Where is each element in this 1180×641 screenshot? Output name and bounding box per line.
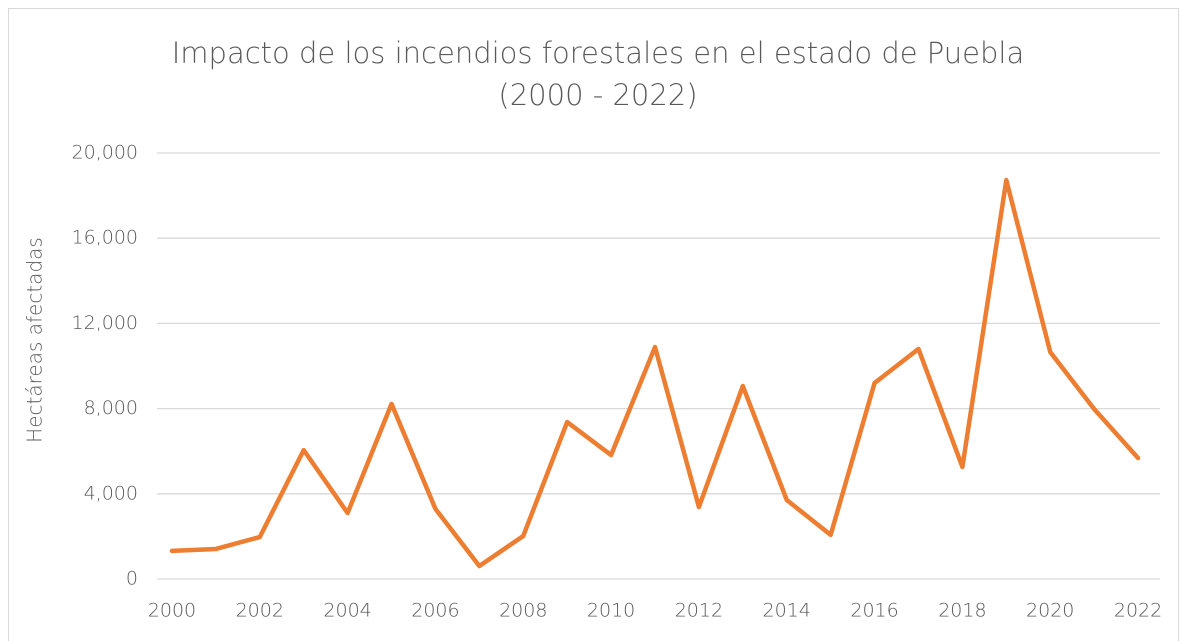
y-tick-label: 20,000 xyxy=(72,142,138,164)
y-axis-label: Hectáreas afectadas xyxy=(23,237,47,443)
x-tick-label: 2022 xyxy=(1114,600,1162,622)
data-line xyxy=(169,177,1141,569)
chart-title: Impacto de los incendios forestales en e… xyxy=(172,36,1024,70)
x-tick-label: 2014 xyxy=(763,600,811,622)
y-tick-label: 16,000 xyxy=(72,227,138,249)
x-tick-label: 2020 xyxy=(1026,600,1074,622)
y-tick-label: 12,000 xyxy=(72,312,138,334)
x-tick-label: 2002 xyxy=(236,600,284,622)
x-tick-label: 2008 xyxy=(499,600,547,622)
y-tick-label: 4,000 xyxy=(84,482,138,504)
x-tick-label: 2000 xyxy=(148,600,196,622)
x-tick-label: 2006 xyxy=(411,600,459,622)
x-tick-label: 2004 xyxy=(323,600,371,622)
y-tick-label: 8,000 xyxy=(84,397,138,419)
x-tick-label: 2010 xyxy=(587,600,635,622)
chart-title: (2000 - 2022) xyxy=(498,78,697,112)
y-tick-label: 0 xyxy=(126,568,138,590)
x-tick-label: 2018 xyxy=(938,600,986,622)
x-tick-label: 2012 xyxy=(675,600,723,622)
x-tick-label: 2016 xyxy=(850,600,898,622)
